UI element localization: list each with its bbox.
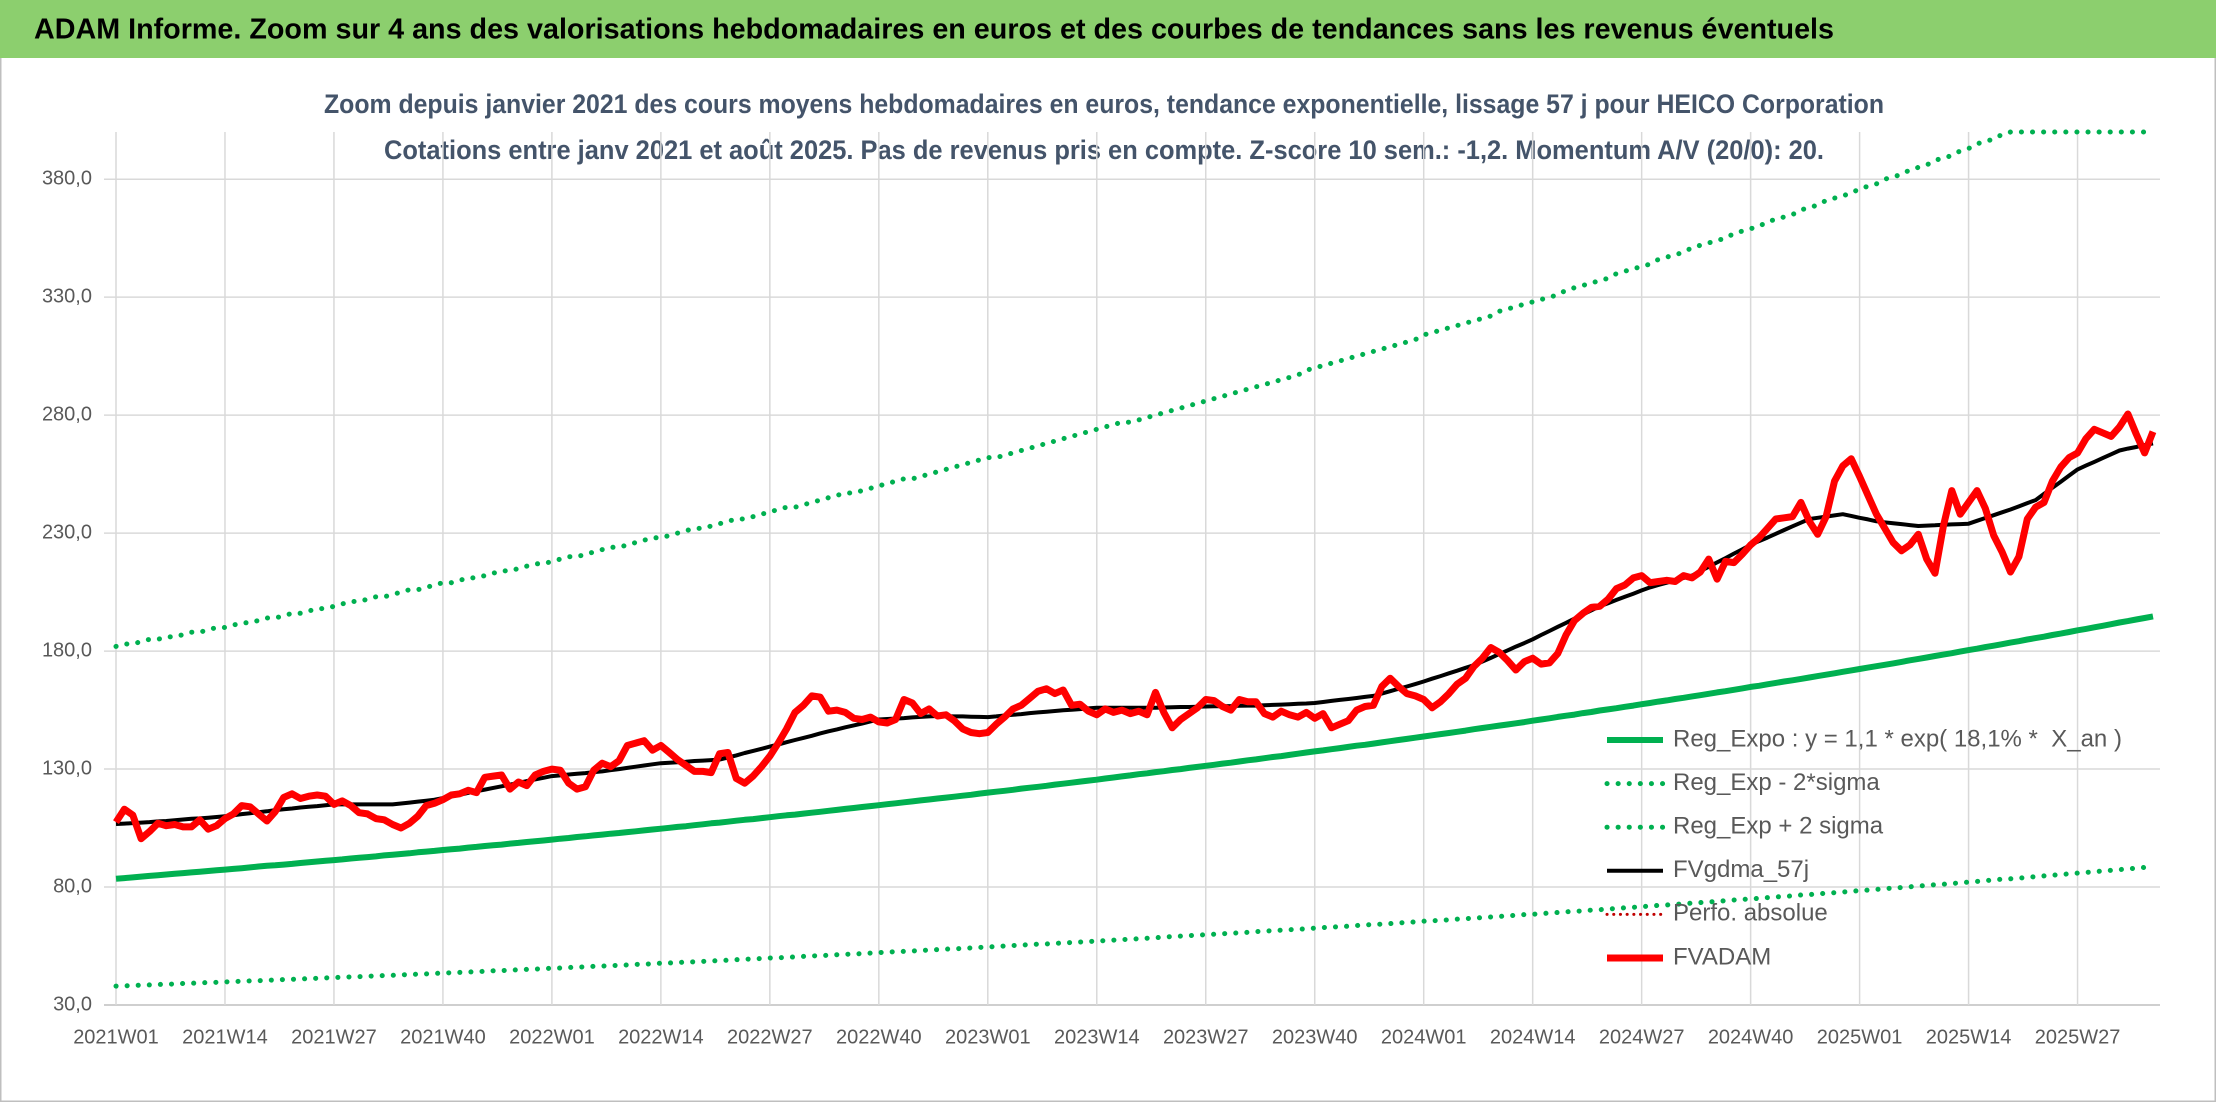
x-tick-label: 2024W14: [1490, 1026, 1576, 1048]
legend-label: Perfo. absolue: [1673, 900, 1828, 927]
series-line: [113, 864, 2156, 989]
y-tick-label: 230,0: [42, 521, 92, 543]
x-tick-label: 2022W40: [836, 1026, 922, 1048]
legend-label: Reg_Exp - 2*sigma: [1673, 769, 1880, 796]
x-tick-label: 2025W14: [1926, 1026, 2012, 1048]
y-tick-label: 280,0: [42, 403, 92, 425]
x-tick-label: 2021W01: [73, 1026, 159, 1048]
x-tick-label: 2022W01: [509, 1026, 595, 1048]
series-line: [115, 613, 2154, 882]
x-tick-label: 2023W40: [1272, 1026, 1358, 1048]
plot: [113, 129, 2157, 989]
x-tick-label: 2022W27: [727, 1026, 813, 1048]
legend-label: Reg_Expo : y = 1,1 * exp( 18,1% * X_an ): [1673, 725, 2122, 752]
y-tick-label: 180,0: [42, 639, 92, 661]
y-tick-label: 330,0: [42, 285, 92, 307]
y-tick-label: 80,0: [53, 875, 92, 897]
legend-label: Reg_Exp + 2 sigma: [1673, 813, 1884, 840]
x-tick-label: 2025W27: [2035, 1026, 2121, 1048]
series-line: [113, 410, 2157, 843]
x-tick-label: 2023W27: [1163, 1026, 1249, 1048]
series-line: [113, 129, 2156, 649]
x-tick-label: 2025W01: [1817, 1026, 1903, 1048]
x-tick-label: 2024W27: [1599, 1026, 1685, 1048]
chart-subtitle: Cotations entre janv 2021 et août 2025. …: [384, 135, 1824, 165]
x-tick-label: 2023W14: [1054, 1026, 1140, 1048]
x-tick-label: 2024W40: [1708, 1026, 1794, 1048]
y-tick-label: 380,0: [42, 167, 92, 189]
x-tick-label: 2023W01: [945, 1026, 1031, 1048]
legend-label: FVgdma_57j: [1673, 856, 1809, 883]
grid: 30,0 80,0 130,0 180,0 230,0 280,0 330,0 380,0 20…: [42, 132, 2160, 1048]
y-tick-label: 30,0: [53, 993, 92, 1015]
x-tick-label: 2021W40: [400, 1026, 486, 1048]
x-tick-label: 2024W01: [1381, 1026, 1467, 1048]
x-tick-label: 2022W14: [618, 1026, 704, 1048]
header-bar: [0, 0, 2216, 58]
legend: Reg_Expo : y = 1,1 * exp( 18,1% * X_an )…: [1604, 725, 2122, 970]
header-title: ADAM Informe. Zoom sur 4 ans des valoris…: [34, 14, 1834, 46]
x-tick-label: 2021W27: [291, 1026, 377, 1048]
legend-label: FVADAM: [1673, 943, 1771, 970]
y-tick-label: 130,0: [42, 757, 92, 779]
x-tick-label: 2021W14: [182, 1026, 268, 1048]
chart-title: Zoom depuis janvier 2021 des cours moyen…: [324, 89, 1884, 119]
